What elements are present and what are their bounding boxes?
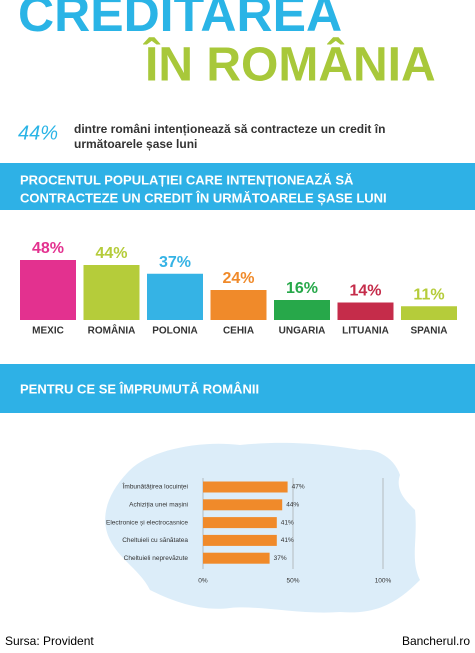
bar	[83, 265, 140, 320]
value-label: 47%	[292, 484, 305, 491]
bar	[337, 302, 394, 320]
bar	[210, 290, 267, 320]
subtitle: dintre români intenționează să contracte…	[74, 122, 385, 136]
title-line: ÎN ROMÂNIA	[143, 37, 436, 92]
bar	[401, 306, 457, 320]
category-label: SPANIA	[410, 326, 447, 337]
banner	[0, 163, 475, 210]
bar	[147, 273, 203, 320]
category-label: Achiziția unei mașini	[129, 502, 188, 509]
x-tick-label: 50%	[286, 578, 299, 585]
title-line: CREDITAREA	[18, 0, 342, 42]
category-label: Îmbunătățirea locuinței	[122, 482, 188, 491]
category-label: LITUANIA	[342, 326, 389, 337]
value-label: 11%	[413, 286, 444, 303]
chart-title: CONTRACTEZE UN CREDIT ÎN URMĂTOARELE ȘAS…	[20, 190, 387, 205]
value-label: 48%	[32, 240, 64, 257]
category-label: MEXIC	[32, 326, 64, 337]
banner	[0, 364, 475, 413]
x-tick-label: 100%	[375, 578, 392, 585]
x-tick-label: 0%	[198, 578, 208, 585]
value-label: 41%	[281, 519, 294, 526]
category-label: Cheltuieli cu sănătatea	[122, 537, 188, 544]
bar	[203, 499, 283, 511]
value-label: 41%	[281, 537, 294, 544]
category-label: UNGARIA	[279, 326, 326, 337]
bar	[203, 481, 288, 493]
highlight: 44%	[18, 122, 58, 144]
value-label: 14%	[349, 283, 381, 300]
subtitle: următoarele șase luni	[74, 137, 197, 151]
bar	[203, 534, 277, 546]
value-label: 44%	[286, 502, 299, 509]
value-label: 16%	[286, 280, 318, 297]
category-label: Electronice și electrocasnice	[106, 519, 188, 526]
value-label: 24%	[222, 270, 254, 287]
bar	[203, 552, 270, 564]
value-label: 37%	[274, 555, 287, 562]
category-label: ROMÂNIA	[88, 324, 136, 337]
category-label: Cheltuieli neprevăzute	[124, 555, 189, 562]
category-label: CEHIA	[223, 326, 254, 337]
category-label: POLONIA	[152, 326, 198, 337]
value-label: 44%	[95, 245, 127, 262]
chart-title: PENTRU CE SE ÎMPRUMUTĂ ROMÂNII	[20, 381, 259, 396]
bar	[274, 300, 330, 320]
bar	[203, 517, 277, 529]
chart-title: PROCENTUL POPULAȚIEI CARE INTENȚIONEAZĂ …	[20, 172, 354, 187]
site: Bancherul.ro	[402, 634, 470, 648]
value-label: 37%	[159, 254, 191, 271]
source: Sursa: Provident	[5, 634, 94, 648]
bar	[20, 260, 76, 320]
